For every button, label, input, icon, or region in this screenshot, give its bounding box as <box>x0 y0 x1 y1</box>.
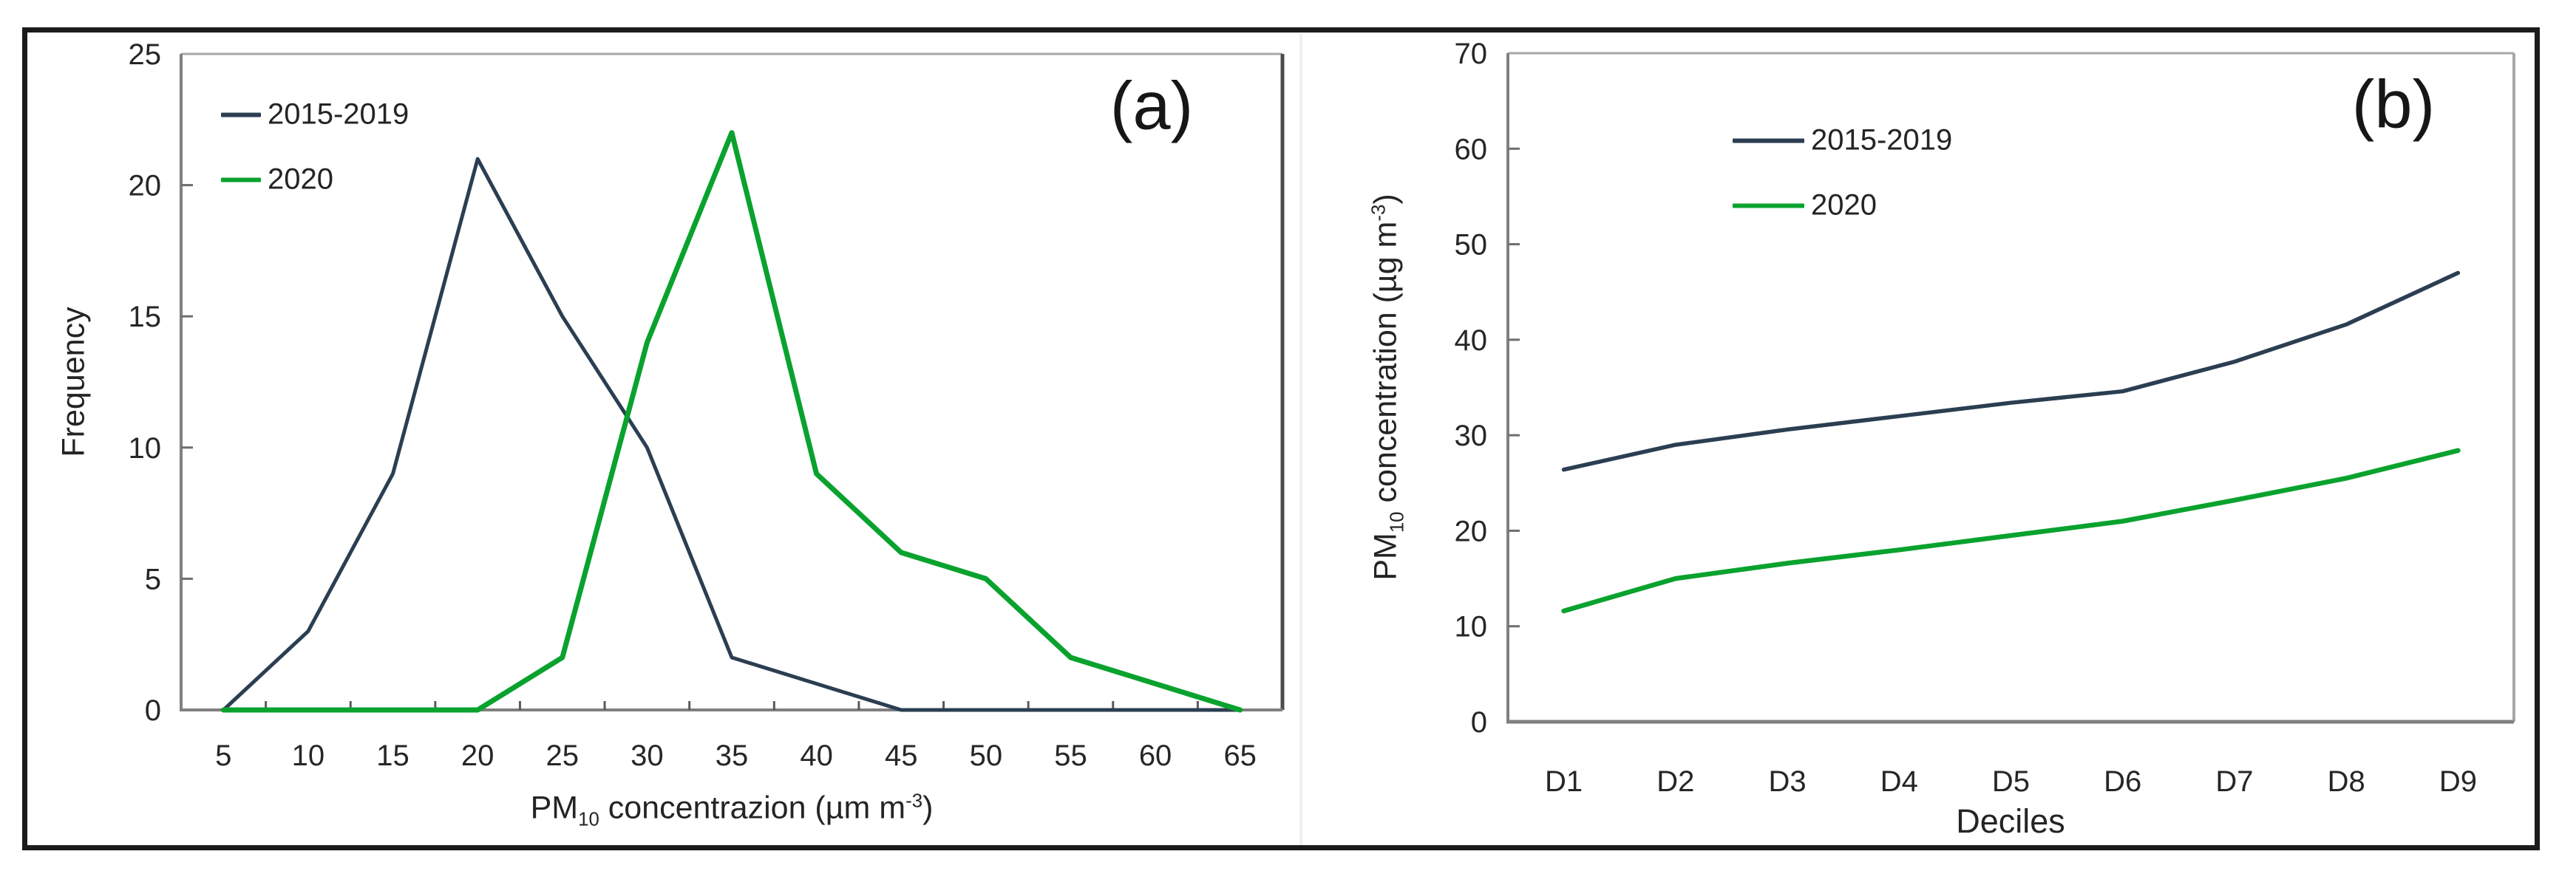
y-tick-label: 25 <box>129 38 162 71</box>
panel-a-y-axis-title-text: Frequency <box>55 307 92 457</box>
y-tick-label: 70 <box>1455 38 1488 70</box>
panel-b-x-axis-title: Deciles <box>1956 802 2065 840</box>
series-2015-2019-line <box>221 157 1243 712</box>
legend-label: 2015-2019 <box>1811 123 1953 157</box>
legend-item: 2020 <box>1733 189 1877 222</box>
panel-a-x-axis-title: PM10 concentrazion (µm m-3) <box>531 790 934 831</box>
legend-swatch-line <box>221 177 261 182</box>
panel-b-label: (b) <box>2351 66 2436 143</box>
panel-a-x-title-pm: PM <box>530 790 579 826</box>
x-tick-label: 20 <box>461 740 495 772</box>
x-tick-label: 10 <box>292 740 325 772</box>
series-2015-2019-line <box>1561 270 2461 472</box>
panel-a-y-axis-title: Frequency <box>56 307 92 457</box>
y-tick-label: 50 <box>1455 229 1488 262</box>
x-tick-label: 5 <box>215 740 231 772</box>
x-tick-label: 35 <box>716 740 749 772</box>
figure-border <box>22 27 2540 850</box>
panel-b-y-title-subscript: 10 <box>1387 511 1408 533</box>
x-tick-label: 50 <box>970 740 1003 772</box>
legend-label: 2020 <box>1811 188 1877 222</box>
legend-item: 2015-2019 <box>221 98 409 132</box>
legend-item: 2020 <box>221 163 333 197</box>
x-tick-label: 25 <box>546 740 580 772</box>
panel-a-x-title-mid: concentrazion (µm m <box>599 790 906 826</box>
panel-divider <box>1299 34 1302 845</box>
x-tick-label: 40 <box>800 740 833 772</box>
x-tick-label: 55 <box>1054 740 1087 772</box>
y-tick-label: 10 <box>1455 611 1488 643</box>
legend-swatch-line <box>1733 138 1804 143</box>
x-tick-label: D1 <box>1545 765 1583 798</box>
y-tick-label: 20 <box>129 170 162 202</box>
legend-swatch-line <box>1733 203 1804 208</box>
y-tick-label: 30 <box>1455 420 1488 452</box>
legend-swatch-line <box>221 112 261 117</box>
panel-b-y-axis-title: PM10 concentration (µg m-3) <box>1368 194 1409 580</box>
x-tick-label: D5 <box>1992 765 2030 798</box>
x-tick-label: 30 <box>631 740 664 772</box>
series-2020-line <box>220 130 1243 713</box>
series-2020-line <box>1561 448 2461 614</box>
y-tick-label: 60 <box>1455 133 1488 165</box>
panel-a-label: (a) <box>1109 68 1194 144</box>
x-tick-label: D3 <box>1768 765 1806 798</box>
x-tick-label: D6 <box>2104 765 2141 798</box>
y-tick-label: 15 <box>129 301 162 333</box>
legend-label: 2015-2019 <box>268 98 409 131</box>
chart-a: 0 5 10 15 20 25 5 10 15 20 25 30 35 40 45 50 55 60 65 <box>129 38 1285 772</box>
y-tick-label: 10 <box>129 432 162 465</box>
x-tick-label: D2 <box>1656 765 1694 798</box>
panel-b-y-title-superscript: -3 <box>1368 204 1390 222</box>
x-tick-label: D9 <box>2439 765 2477 798</box>
y-tick-label: 40 <box>1455 324 1488 357</box>
panel-a-x-title-superscript: -3 <box>905 790 923 812</box>
x-tick-label: 60 <box>1139 740 1172 772</box>
panel-b-y-title-mid: concentration (µg m <box>1367 221 1404 512</box>
panel-b-y-title-end: ) <box>1367 194 1404 205</box>
x-tick-label: D7 <box>2215 765 2253 798</box>
x-tick-label: 65 <box>1223 740 1257 772</box>
y-tick-label: 20 <box>1455 515 1488 547</box>
x-tick-label: D8 <box>2328 765 2365 798</box>
panel-a-x-title-end: ) <box>922 790 934 826</box>
y-tick-label: 5 <box>145 563 161 595</box>
y-tick-label: 0 <box>145 694 161 727</box>
legend-item: 2015-2019 <box>1733 124 1952 157</box>
x-tick-label: D4 <box>1880 765 1918 798</box>
panel-b-y-title-pm: PM <box>1367 533 1404 581</box>
panel-a-x-title-subscript: 10 <box>578 809 599 830</box>
legend-label: 2020 <box>268 163 333 196</box>
x-tick-label: 15 <box>376 740 409 772</box>
y-tick-label: 0 <box>1471 706 1487 739</box>
chart-b: 0 10 20 30 40 50 60 70 D1 D2 D3 D4 D5 D6 D7 D8 D9 <box>1455 38 2515 798</box>
x-tick-label: 45 <box>885 740 918 772</box>
